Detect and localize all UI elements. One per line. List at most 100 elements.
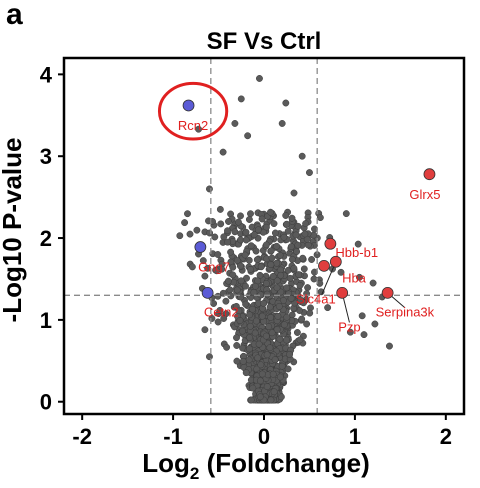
background-point: [304, 284, 312, 292]
background-point: [302, 220, 310, 228]
background-point: [268, 329, 276, 337]
background-point: [360, 331, 368, 339]
background-point: [371, 320, 379, 328]
background-point: [271, 356, 279, 364]
background-point: [324, 304, 332, 312]
chart-title: SF Vs Ctrl: [207, 28, 322, 55]
background-point: [308, 256, 316, 263]
background-point: [267, 314, 275, 321]
background-point: [216, 306, 224, 314]
background-point: [288, 214, 296, 222]
background-point: [195, 125, 202, 133]
background-point: [266, 344, 274, 352]
background-point: [290, 189, 298, 197]
background-point: [227, 248, 235, 256]
y-tick-label: 0: [40, 390, 52, 415]
background-point: [273, 284, 281, 292]
point-cetn2: [201, 286, 214, 299]
background-point: [269, 272, 277, 280]
background-point: [356, 273, 363, 281]
background-point: [233, 334, 240, 342]
background-point: [245, 345, 253, 353]
background-point: [276, 335, 284, 343]
background-point: [242, 282, 249, 290]
y-tick-label: 4: [40, 62, 53, 87]
background-point: [206, 185, 213, 193]
background-point: [255, 340, 263, 348]
x-tick-label: 2: [440, 424, 452, 449]
background-point: [252, 317, 260, 325]
background-point: [237, 212, 244, 220]
label-hba: Hba: [342, 270, 367, 285]
highlight-ring: [157, 81, 229, 141]
x-axis-label-sub: 2: [190, 464, 199, 483]
background-point: [214, 318, 222, 326]
background-point: [300, 265, 308, 273]
background-point: [310, 275, 318, 283]
background-point: [231, 228, 239, 236]
background-point: [226, 286, 234, 294]
background-point: [275, 302, 283, 310]
background-point: [225, 218, 232, 225]
background-point: [262, 241, 270, 249]
background-point: [242, 236, 250, 244]
point-serpina3k: [381, 286, 394, 299]
background-point: [256, 393, 264, 401]
x-axis-label-rest: (Foldchange): [199, 448, 369, 478]
background-point: [270, 220, 278, 228]
background-point: [298, 152, 306, 160]
background-point: [216, 205, 224, 213]
background-point: [246, 322, 254, 330]
background-point: [224, 238, 232, 246]
background-point: [242, 300, 250, 308]
y-axis-label: -Log10 P-value: [0, 138, 27, 323]
background-point: [358, 312, 366, 320]
background-point: [290, 264, 298, 272]
background-point: [267, 247, 275, 255]
background-point: [293, 329, 301, 336]
x-tick-label: -2: [72, 424, 92, 449]
y-tick-label: 2: [40, 226, 52, 251]
background-point: [260, 299, 268, 307]
background-point: [306, 169, 313, 177]
background-point: [254, 354, 262, 362]
background-point: [249, 305, 256, 313]
background-point: [283, 313, 291, 321]
background-point: [306, 309, 314, 317]
background-point: [224, 277, 232, 285]
background-point: [254, 226, 262, 234]
label-slc4a1: Slc4a1: [296, 292, 336, 307]
background-point: [282, 212, 290, 219]
background-point: [284, 227, 292, 235]
background-point: [249, 384, 257, 392]
point-slc4a1: [329, 255, 342, 268]
background-point: [282, 99, 290, 107]
background-point: [222, 297, 230, 305]
background-point: [268, 254, 276, 262]
background-point: [296, 281, 304, 289]
background-point: [245, 216, 253, 223]
background-point: [278, 120, 286, 127]
background-point: [276, 373, 284, 381]
x-tick-label: -1: [163, 424, 183, 449]
background-point: [274, 312, 282, 320]
background-point: [267, 396, 275, 404]
background-point: [217, 220, 225, 228]
background-point: [233, 257, 241, 265]
background-point: [301, 230, 309, 238]
background-point: [234, 218, 242, 226]
background-point: [288, 255, 296, 263]
background-point: [296, 336, 304, 344]
background-point: [287, 243, 295, 251]
background-point: [229, 271, 237, 279]
background-point: [244, 132, 252, 140]
background-point: [223, 343, 231, 351]
background-point: [242, 369, 250, 377]
background-point: [201, 326, 209, 334]
background-point: [292, 231, 300, 239]
background-point: [219, 148, 227, 156]
background-point: [287, 294, 295, 302]
background-point: [286, 274, 294, 282]
